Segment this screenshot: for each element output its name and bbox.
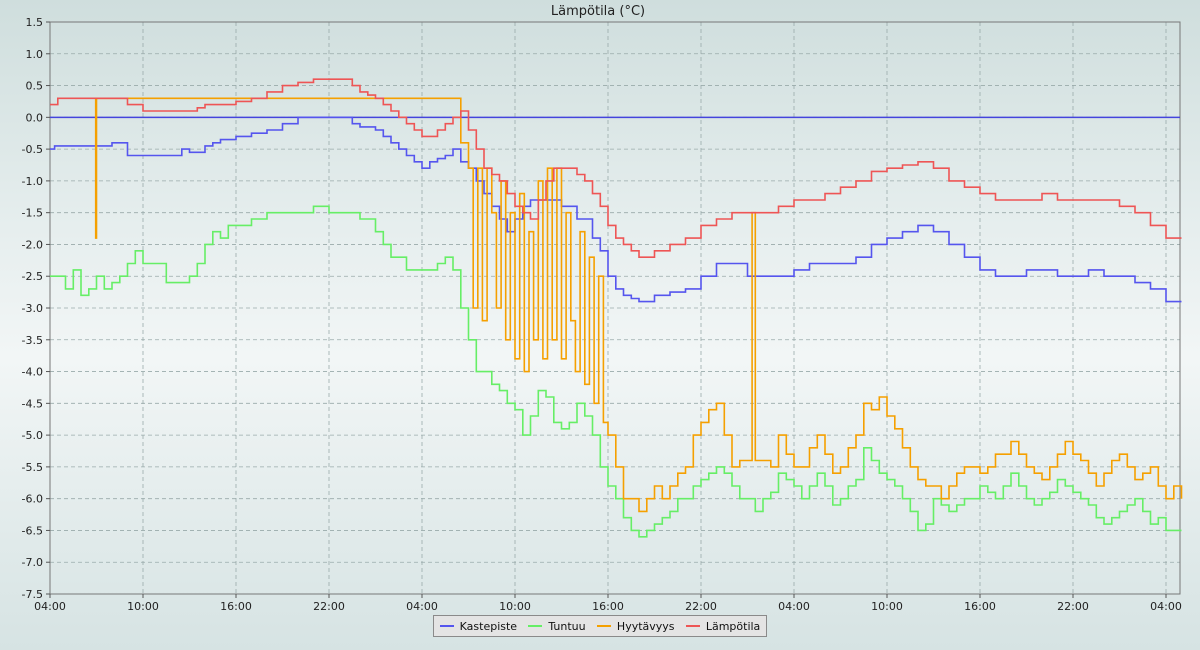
y-tick-label: 0.0 [26,111,44,124]
y-tick-label: -4.0 [22,366,43,379]
series-line-3 [94,97,1183,513]
y-tick-label: -5.5 [22,461,43,474]
y-tick-label: 1.5 [26,16,44,29]
y-tick-label: -6.5 [22,524,43,537]
y-tick-label: -3.0 [22,302,43,315]
legend-item: Kastepiste [439,619,518,633]
series-line-2 [50,205,1182,538]
y-tick-label: -6.0 [22,493,43,506]
y-tick-label: 1.0 [26,48,44,61]
x-tick-label: 16:00 [592,600,624,613]
y-tick-label: 0.5 [26,80,44,93]
grid [50,22,1180,594]
x-tick-label: 10:00 [127,600,159,613]
legend-swatch [439,625,454,627]
legend-label: Lämpötila [705,619,761,633]
y-tick-label: -3.5 [22,334,43,347]
series-line-1 [50,116,1182,303]
y-tick-label: -1.5 [22,207,43,220]
legend: Kastepiste Tuntuu Hyytävyys Lämpötila [433,615,767,637]
y-tick-label: -2.0 [22,238,43,251]
y-tick-label: -1.0 [22,175,43,188]
legend-swatch [596,625,611,627]
x-tick-label: 04:00 [406,600,438,613]
x-tick-label: 10:00 [499,600,531,613]
x-tick-label: 22:00 [685,600,717,613]
legend-label: Kastepiste [459,619,518,633]
y-tick-label: -0.5 [22,143,43,156]
chart-title: Lämpötila (°C) [551,4,645,19]
legend-swatch [528,625,543,627]
series-lines [50,78,1183,538]
x-tick-label: 16:00 [220,600,252,613]
x-tick-label: 22:00 [1057,600,1089,613]
y-tick-label: -7.0 [22,556,43,569]
legend-swatch [685,625,700,627]
y-tick-label: -7.5 [22,588,43,601]
x-tick-label: 22:00 [313,600,345,613]
x-tick-label: 04:00 [778,600,810,613]
legend-label: Tuntuu [548,619,586,633]
y-tick-label: -4.5 [22,397,43,410]
legend-item: Hyytävyys [596,619,675,633]
x-tick-label: 04:00 [1150,600,1182,613]
x-tick-label: 16:00 [964,600,996,613]
y-tick-label: -5.0 [22,429,43,442]
legend-item: Lämpötila [685,619,761,633]
x-tick-label: 10:00 [871,600,903,613]
legend-item: Tuntuu [528,619,586,633]
legend-label: Hyytävyys [616,619,675,633]
series-line-4 [50,78,1182,258]
y-tick-label: -2.5 [22,270,43,283]
axes: 1.5 1.0 0.5 0.0 -0.5 -1.0 -1.5 -2.0 -2.5 -3.0 -3.5… [22,16,1182,613]
x-tick-label: 04:00 [34,600,66,613]
